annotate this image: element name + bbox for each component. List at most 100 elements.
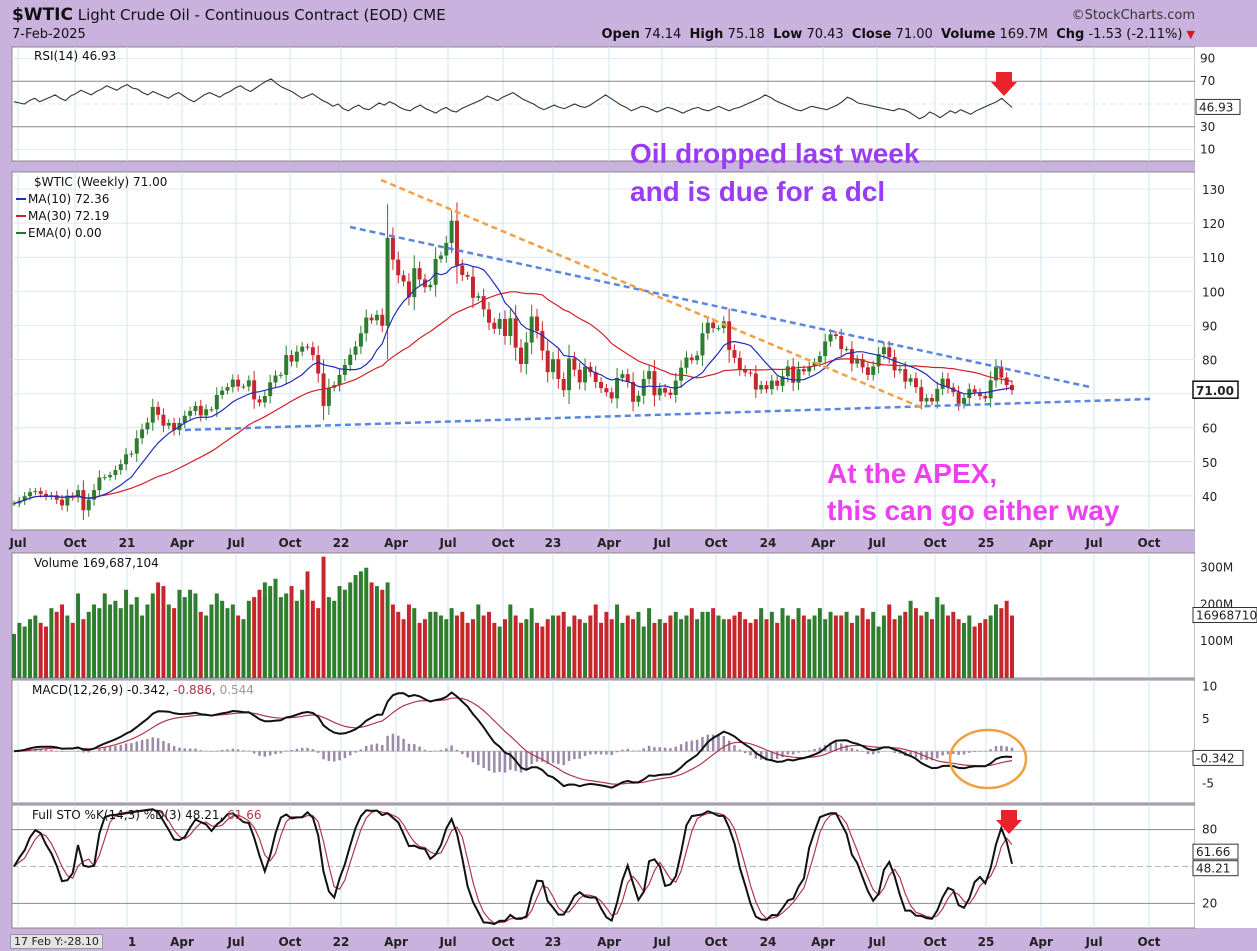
volume-bar: [326, 597, 331, 678]
price-candle-body: [705, 322, 710, 334]
volume-bar: [871, 611, 876, 678]
volume-bar: [433, 611, 438, 678]
price-candle-body: [791, 366, 796, 383]
volume-bar: [438, 615, 443, 678]
bottom-x-tick-label: Jul: [438, 935, 456, 949]
price-candle-body: [220, 390, 225, 395]
price-candle-body: [695, 355, 700, 361]
price-x-tick-label: Jul: [652, 536, 670, 550]
upper-trendline: [349, 225, 1091, 389]
price-candle-body: [775, 380, 780, 386]
volume-bar: [150, 593, 155, 678]
volume-bar: [129, 604, 134, 678]
price-candle-body: [300, 346, 305, 352]
volume-bar: [252, 597, 257, 678]
volume-bar: [358, 571, 363, 678]
volume-bar: [721, 619, 726, 678]
price-candle-body: [615, 377, 620, 399]
price-candle-body: [182, 415, 187, 423]
volume-bar: [865, 619, 870, 678]
price-candle-body: [225, 387, 230, 391]
price-candle-body: [716, 328, 721, 330]
bottom-x-tick-label: 1: [128, 935, 136, 949]
volume-bar: [401, 619, 406, 678]
price-candle-body: [769, 380, 774, 390]
sto-tick-label: 20: [1202, 896, 1217, 910]
orange-trendline: [380, 178, 926, 411]
price-x-tick-label: Apr: [811, 536, 835, 550]
volume-bar: [193, 593, 198, 678]
volume-bar: [961, 622, 966, 678]
macd-tick-label: -5: [1202, 777, 1214, 791]
volume-bar: [316, 608, 321, 678]
price-candle-body: [460, 265, 465, 275]
volume-bar: [609, 619, 614, 678]
bottom-x-tick-label: 25: [978, 935, 995, 949]
bottom-x-tick-label: Oct: [923, 935, 946, 949]
price-x-tick-label: Oct: [923, 536, 946, 550]
volume-bar: [390, 604, 395, 678]
sto-d-last: 61.66: [1196, 845, 1230, 859]
price-candle-body: [438, 255, 443, 259]
price-x-tick-label: Jul: [226, 536, 244, 550]
high-label: High: [689, 27, 724, 42]
price-candle-body: [342, 364, 347, 375]
price-candle-body: [12, 503, 16, 505]
volume-bar: [284, 593, 289, 678]
volume-bar: [268, 586, 273, 678]
volume-label: Volume: [941, 27, 996, 42]
bottom-x-tick-label: 24: [760, 935, 777, 949]
volume-tick-label: 300M: [1200, 561, 1233, 575]
volume-bar: [476, 604, 481, 678]
price-candle-body: [540, 330, 545, 351]
price-candle-body: [44, 493, 49, 497]
volume-bar: [753, 619, 758, 678]
price-x-tick-label: 23: [545, 536, 562, 550]
price-candle-body: [689, 357, 694, 361]
open-label: Open: [601, 27, 640, 42]
volume-bar: [412, 608, 417, 678]
price-candle-body: [625, 374, 630, 383]
volume-bar: [785, 615, 790, 678]
price-candle-body: [486, 309, 491, 323]
price-candle-body: [604, 388, 609, 393]
volume-bar: [118, 608, 123, 678]
price-candle-body: [817, 356, 822, 363]
volume-bar: [524, 619, 529, 678]
volume-bar: [273, 578, 278, 678]
legend-entry: MA(30) 72.19: [28, 209, 109, 223]
volume-bar: [113, 600, 118, 678]
annotation-note1-line1: Oil dropped last week: [630, 138, 920, 169]
price-candle-body: [129, 453, 134, 455]
volume-bar: [86, 611, 91, 678]
price-x-tick-label: Apr: [170, 536, 194, 550]
volume-bar: [454, 615, 459, 678]
macd-value: -0.342,: [127, 683, 173, 697]
price-candle-body: [999, 366, 1004, 378]
price-candle-body: [833, 334, 838, 336]
price-candle-body: [743, 369, 748, 373]
volume-bar: [556, 615, 561, 678]
volume-bar: [508, 604, 513, 678]
bottom-x-tick-label: 22: [333, 935, 350, 949]
volume-bar: [182, 597, 187, 678]
bottom-x-tick-label: Oct: [278, 935, 301, 949]
price-candle-body: [737, 357, 742, 370]
volume-bar: [887, 604, 892, 678]
sto-d-line: [13, 809, 1013, 924]
bottom-x-tick-label: Jul: [1084, 935, 1102, 949]
price-candle-body: [513, 318, 518, 348]
rsi-panel: [11, 46, 1196, 162]
volume-bar: [999, 608, 1004, 678]
macd-title: MACD(12,26,9) -0.342, -0.886, 0.544: [32, 683, 254, 697]
price-candle-body: [652, 371, 657, 396]
price-candle-body: [871, 366, 876, 375]
volume-bar: [209, 604, 214, 678]
price-candle-body: [241, 386, 246, 388]
volume-bar: [278, 597, 283, 678]
price-candle-body: [161, 414, 166, 426]
volume-bar: [380, 589, 385, 678]
price-candle-body: [727, 321, 732, 350]
price-candle-body: [289, 355, 294, 362]
volume-bar: [353, 575, 358, 678]
